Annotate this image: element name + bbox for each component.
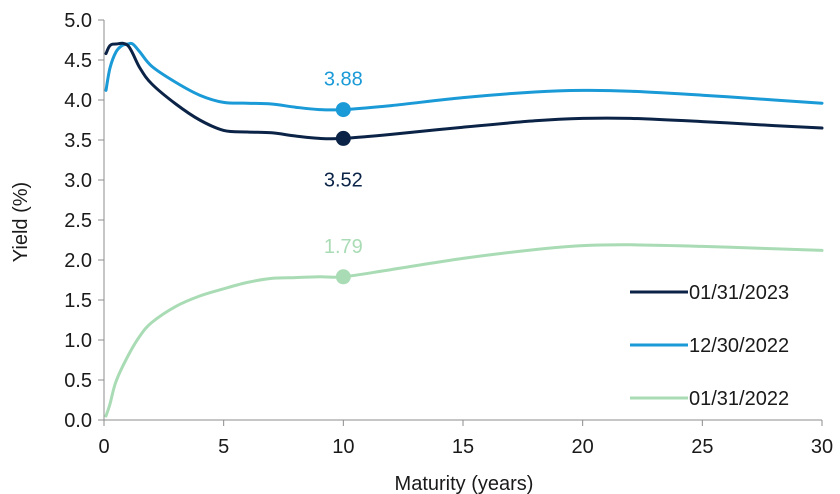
x-tick-label: 25 — [691, 436, 713, 458]
legend-label-0: 01/31/2023 — [689, 282, 789, 304]
highlight-point-1 — [335, 102, 351, 118]
y-tick-label: 2.0 — [64, 250, 92, 272]
y-tick-label: 5.0 — [64, 10, 92, 32]
y-tick-label: 3.5 — [64, 130, 92, 152]
x-tick-label: 15 — [452, 436, 474, 458]
highlight-point-0 — [335, 130, 351, 146]
data-label-1: 3.88 — [324, 69, 363, 91]
y-tick-label: 3.0 — [64, 170, 92, 192]
y-axis-ticks: 0.0 0.5 1.0 1.5 2.0 2.5 3.0 3.5 4.0 4.5 5.0 — [64, 10, 104, 432]
y-tick-label: 2.5 — [64, 210, 92, 232]
y-tick-label: 4.5 — [64, 50, 92, 72]
series-line-2 — [104, 243, 824, 418]
x-tick-label: 20 — [572, 436, 594, 458]
y-tick-label: 0.5 — [64, 370, 92, 392]
data-label-2: 1.79 — [324, 236, 363, 258]
x-tick-label: 10 — [332, 436, 354, 458]
x-tick-label: 30 — [811, 436, 833, 458]
legend-label-2: 01/31/2022 — [689, 388, 789, 410]
x-axis-ticks: 0 5 10 15 20 25 30 — [98, 420, 833, 458]
y-tick-label: 1.5 — [64, 290, 92, 312]
highlight-layer: 3.52 3.88 1.79 — [324, 69, 363, 285]
legend: 01/31/2023 12/30/2022 01/31/2022 — [630, 282, 789, 410]
data-label-0: 3.52 — [324, 169, 363, 191]
y-tick-label: 4.0 — [64, 90, 92, 112]
y-axis-title: Yield (%) — [10, 182, 32, 262]
x-tick-label: 5 — [218, 436, 229, 458]
y-tick-label: 1.0 — [64, 330, 92, 352]
highlight-point-2 — [335, 269, 351, 285]
series-layer — [104, 41, 824, 418]
x-tick-label: 0 — [98, 436, 109, 458]
series-line-0 — [104, 41, 824, 141]
legend-label-1: 12/30/2022 — [689, 335, 789, 357]
series-line-1 — [104, 41, 824, 112]
y-tick-label: 0.0 — [64, 410, 92, 432]
x-axis-title: Maturity (years) — [395, 473, 534, 494]
